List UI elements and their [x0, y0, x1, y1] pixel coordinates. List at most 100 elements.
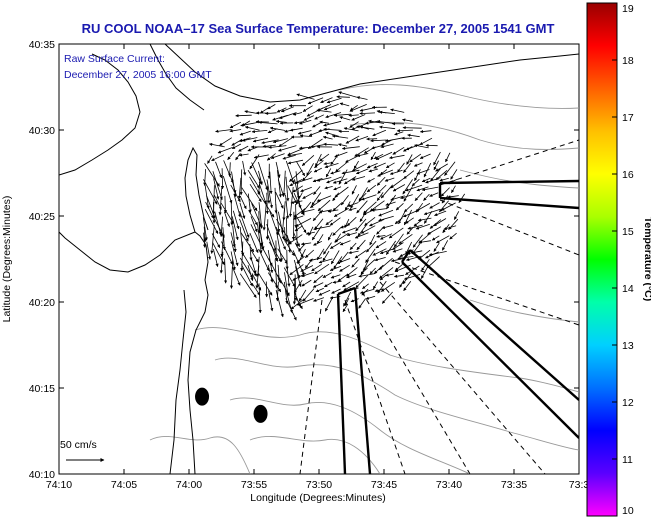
current-vector — [416, 169, 430, 175]
current-vector — [418, 249, 431, 260]
sector-boundary — [401, 261, 579, 439]
current-vector — [278, 145, 297, 152]
current-vector — [295, 171, 301, 200]
colorbar-gradient — [586, 2, 618, 517]
current-vector — [204, 163, 220, 187]
current-vector — [332, 178, 348, 184]
current-vector — [277, 248, 288, 265]
current-vector — [368, 119, 385, 124]
bathymetry-contours — [149, 84, 579, 474]
current-vector — [277, 179, 285, 198]
current-vector — [240, 232, 255, 253]
x-tick-label: 73:50 — [306, 479, 332, 491]
current-vector — [356, 153, 369, 158]
current-vector — [376, 234, 386, 238]
current-vector — [301, 271, 314, 278]
colorbar-ticks: 19 18 17 16 15 14 13 12 11 10 — [612, 2, 634, 517]
current-vector — [301, 155, 315, 166]
surface-current-vectors — [202, 91, 466, 321]
current-vector — [324, 296, 334, 312]
current-vector — [351, 258, 360, 268]
current-vector — [319, 120, 330, 124]
current-vector — [398, 233, 413, 245]
current-vector — [403, 209, 420, 218]
current-vector — [213, 249, 219, 268]
current-vector — [377, 169, 394, 177]
current-vector — [370, 139, 387, 143]
current-vector — [313, 274, 324, 284]
current-vector — [230, 199, 234, 226]
current-vector — [239, 169, 243, 196]
current-vector — [292, 185, 304, 193]
current-vector — [294, 225, 303, 232]
current-vector — [283, 227, 287, 242]
current-vector — [384, 177, 395, 182]
y-tick-label: 40:20 — [29, 297, 55, 309]
current-vector — [238, 153, 249, 157]
current-vector — [355, 218, 367, 232]
current-vector — [258, 120, 278, 125]
current-vector — [379, 248, 394, 255]
current-vector — [230, 184, 241, 203]
current-vector — [339, 240, 351, 246]
current-vector — [259, 183, 267, 205]
current-vector — [349, 121, 359, 128]
current-vector — [283, 267, 296, 288]
current-vector — [323, 142, 339, 146]
current-vector — [287, 159, 304, 165]
current-vector — [428, 251, 447, 256]
current-vector — [351, 185, 357, 195]
current-vector — [403, 170, 415, 180]
current-vector — [286, 259, 291, 287]
current-vector — [376, 192, 384, 202]
current-vector — [441, 195, 449, 204]
current-vector — [405, 241, 413, 255]
current-vector — [421, 259, 430, 271]
current-vector — [316, 195, 332, 202]
x-tick-label: 74:05 — [111, 479, 137, 491]
current-vector — [403, 280, 412, 292]
x-tick-label: 74:10 — [46, 479, 72, 491]
current-vector — [296, 298, 314, 306]
current-vector — [355, 275, 369, 289]
current-vector — [240, 122, 258, 127]
current-vector — [315, 153, 322, 167]
current-vector — [341, 146, 360, 150]
current-vector — [268, 145, 287, 149]
current-vector — [306, 163, 314, 176]
current-vector — [285, 160, 295, 184]
current-vector — [258, 273, 273, 296]
current-vector — [381, 291, 393, 304]
range-line — [379, 281, 546, 474]
current-vector — [316, 248, 325, 261]
current-vector — [376, 176, 386, 186]
current-vector — [330, 250, 340, 265]
current-vector — [421, 177, 431, 183]
current-vector — [356, 168, 369, 175]
current-vector — [394, 217, 403, 225]
current-vector — [350, 298, 359, 303]
current-vector — [325, 219, 333, 226]
current-vector — [318, 258, 333, 264]
current-vector — [388, 227, 404, 239]
current-vector — [358, 298, 366, 309]
current-vector — [427, 226, 442, 235]
current-vector — [319, 153, 330, 162]
current-vector — [322, 250, 330, 262]
current-vector — [334, 232, 349, 243]
range-line — [439, 199, 579, 256]
current-vector — [433, 151, 441, 166]
current-vector — [333, 113, 351, 117]
current-vector — [378, 257, 393, 271]
current-vector — [419, 153, 431, 159]
dashed-range-lines — [299, 139, 579, 474]
current-vector — [275, 289, 284, 318]
current-vector — [406, 227, 414, 235]
current-vector — [274, 259, 279, 289]
sector-boundary — [353, 287, 372, 474]
current-vector — [207, 155, 213, 164]
current-vector — [221, 241, 233, 265]
current-vector — [360, 225, 376, 234]
current-vector — [327, 232, 333, 241]
sector-boundary — [439, 179, 579, 185]
